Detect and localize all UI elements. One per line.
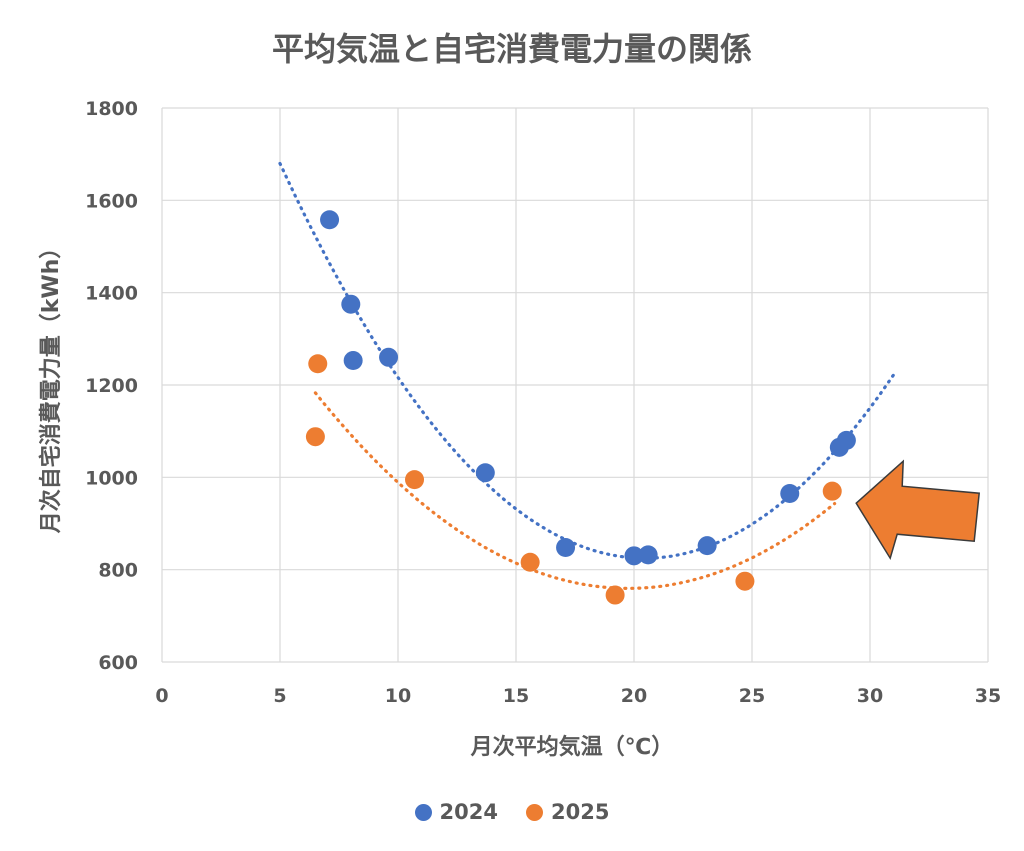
data-point-2024: [320, 210, 340, 230]
data-point-2025: [308, 354, 328, 374]
scatter-chart: 0 5 10 15 20 25 30 35 600 800 1000 1200 1400 1600 180…: [38, 98, 1001, 760]
y-tick-labels: 600 800 1000 1200 1400 1600 1800: [85, 98, 138, 674]
y-tick-label: 1800: [85, 98, 138, 120]
x-tick-label: 25: [739, 685, 765, 707]
x-tick-label: 0: [155, 685, 168, 707]
data-point-2024: [624, 546, 644, 566]
x-tick-labels: 0 5 10 15 20 25 30 35: [155, 685, 1001, 707]
y-tick-label: 1200: [85, 375, 138, 397]
x-tick-label: 5: [273, 685, 286, 707]
legend: 2024 2025: [0, 800, 1024, 824]
trendlines: [278, 161, 896, 591]
annotation: [855, 459, 981, 561]
data-points: [305, 210, 856, 605]
data-point-2025: [405, 470, 425, 490]
x-tick-label: 10: [385, 685, 411, 707]
annotation-arrow: [855, 459, 981, 561]
y-tick-label: 800: [98, 560, 138, 582]
y-axis-label: 月次自宅消費電力量（kWh）: [38, 237, 64, 535]
data-point-2024: [556, 538, 576, 558]
data-point-2024: [343, 351, 363, 371]
data-point-2025: [305, 427, 325, 447]
x-tick-label: 30: [857, 685, 883, 707]
data-point-2025: [605, 585, 625, 605]
data-point-2025: [520, 552, 540, 572]
x-tick-label: 20: [621, 685, 647, 707]
data-point-2025: [822, 481, 842, 501]
x-axis-label: 月次平均気温（℃）: [470, 734, 674, 760]
legend-label-2025: 2025: [551, 800, 610, 824]
x-tick-label: 35: [975, 685, 1001, 707]
data-point-2024: [638, 545, 658, 565]
y-tick-label: 1000: [85, 467, 138, 489]
x-tick-label: 15: [503, 685, 529, 707]
y-tick-label: 600: [98, 652, 138, 674]
data-point-2024: [475, 463, 495, 483]
y-tick-label: 1600: [85, 190, 138, 212]
data-point-2024: [780, 483, 800, 503]
grid: [161, 107, 989, 663]
legend-item-2024: 2024: [414, 800, 498, 824]
legend-marker-2024: [414, 803, 432, 821]
data-point-2025: [735, 571, 755, 591]
chart-title: 平均気温と自宅消費電力量の関係: [271, 30, 752, 68]
trendline-2025: [313, 391, 837, 591]
trendline-2024: [278, 161, 896, 560]
y-tick-label: 1400: [85, 283, 138, 305]
data-point-2024: [836, 430, 856, 450]
legend-item-2025: 2025: [526, 800, 609, 824]
data-point-2024: [379, 347, 399, 367]
legend-marker-2025: [526, 803, 543, 821]
legend-label-2024: 2024: [439, 800, 498, 824]
data-point-2024: [697, 536, 717, 556]
data-point-2024: [341, 294, 361, 314]
